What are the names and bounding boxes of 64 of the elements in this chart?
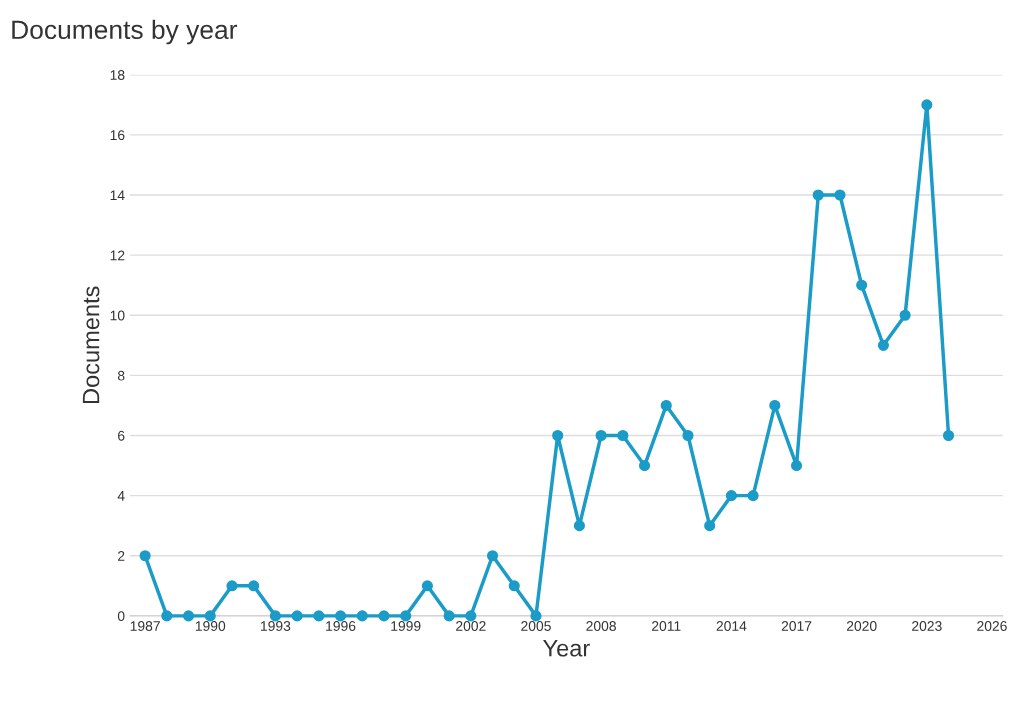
- y-tick-label: 4: [117, 491, 125, 501]
- point: [942, 429, 955, 442]
- y-tick-label: 6: [118, 430, 125, 441]
- y-tick-label: 14: [110, 190, 125, 201]
- point: [899, 309, 911, 321]
- point: [725, 490, 737, 502]
- point: [161, 610, 173, 622]
- point: [421, 580, 433, 592]
- x-tick-label: 2005: [521, 621, 551, 631]
- point: [508, 580, 520, 592]
- point: [552, 429, 564, 442]
- y-tick-label: 2: [118, 551, 125, 561]
- point: [660, 399, 672, 412]
- point: [921, 99, 933, 111]
- point: [617, 429, 629, 442]
- x-axis-title: Year: [543, 640, 590, 657]
- point: [334, 610, 347, 622]
- point: [877, 339, 889, 351]
- point: [856, 279, 868, 291]
- point: [465, 610, 477, 622]
- point: [530, 610, 542, 622]
- point: [400, 610, 412, 622]
- point: [204, 610, 216, 622]
- y-tick-label: 16: [110, 130, 125, 141]
- point: [313, 610, 325, 622]
- x-tick-label: 2014: [716, 621, 747, 631]
- point: [573, 520, 585, 532]
- point: [248, 580, 260, 592]
- x-tick-label: 2020: [846, 621, 877, 631]
- point: [812, 189, 824, 201]
- y-tick-label: 8: [117, 370, 125, 381]
- point: [291, 610, 303, 622]
- y-tick-label: 12: [110, 250, 125, 261]
- x-tick-label: 1993: [261, 621, 291, 631]
- point: [226, 580, 238, 592]
- x-tick-label: 1999: [391, 621, 421, 631]
- y-axis-title: Documents: [82, 286, 100, 404]
- point: [704, 520, 716, 532]
- point: [638, 460, 651, 472]
- point: [269, 610, 281, 622]
- point: [182, 610, 195, 622]
- point: [834, 189, 846, 201]
- y-tick-label: 10: [110, 310, 125, 321]
- x-tick-label: 2026: [977, 621, 1007, 631]
- point: [595, 429, 607, 442]
- point: [356, 610, 368, 622]
- point: [378, 610, 390, 622]
- point: [790, 460, 803, 472]
- y-tick-label: 18: [110, 70, 125, 80]
- x-tick-label: 2002: [456, 621, 486, 631]
- x-tick-label: 2017: [781, 621, 812, 631]
- point: [486, 550, 499, 562]
- y-tick-label: 0: [117, 611, 125, 622]
- point: [443, 610, 455, 622]
- x-tick-label: 1987: [130, 621, 160, 631]
- point: [747, 490, 759, 502]
- x-tick-label: 2008: [586, 621, 616, 631]
- x-tick-label: 2011: [652, 621, 681, 631]
- x-tick-label: 1996: [326, 621, 356, 631]
- point: [139, 550, 151, 562]
- point: [682, 429, 694, 442]
- x-tick-label: 1990: [195, 621, 226, 631]
- chart-title: Documents by year: [12, 19, 238, 45]
- x-tick-label: 2023: [912, 621, 942, 631]
